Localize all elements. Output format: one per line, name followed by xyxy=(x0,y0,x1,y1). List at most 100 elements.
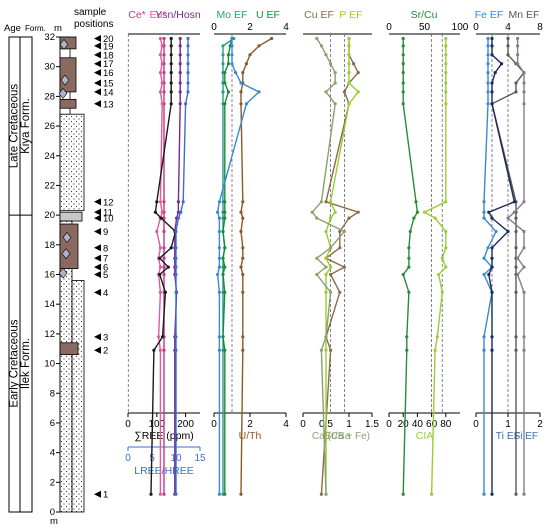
sample-label: 6 xyxy=(103,263,108,274)
height-tick-label: 10 xyxy=(44,359,55,370)
height-tick-label: 8 xyxy=(50,388,55,399)
sample-arrow xyxy=(94,227,101,235)
legend-entry: Cu EF xyxy=(304,9,334,21)
data-point xyxy=(486,102,490,106)
data-point xyxy=(223,210,227,214)
data-point xyxy=(223,348,227,352)
data-point xyxy=(516,62,520,66)
data-point xyxy=(270,36,274,41)
data-point xyxy=(414,200,418,204)
data-point xyxy=(169,90,173,94)
data-point xyxy=(444,265,448,269)
data-point xyxy=(244,102,248,106)
data-point xyxy=(315,216,319,220)
data-point xyxy=(422,210,427,214)
data-point xyxy=(174,290,178,294)
data-point xyxy=(347,36,351,41)
top-tick-label: 0 xyxy=(386,22,392,33)
data-point xyxy=(514,335,518,339)
data-point xyxy=(221,90,225,94)
data-point xyxy=(223,265,227,269)
data-point xyxy=(230,53,234,57)
data-point xyxy=(152,348,156,352)
data-point xyxy=(239,492,243,496)
sample-arrow xyxy=(94,51,101,59)
sample-label: 14 xyxy=(103,87,114,98)
sample-arrow xyxy=(94,214,101,222)
sample-label: 10 xyxy=(103,214,114,225)
sample-arrow xyxy=(94,208,101,216)
nodule-symbol xyxy=(59,38,69,50)
data-point xyxy=(490,81,494,85)
data-point xyxy=(153,210,157,214)
top-tick-label: 0 xyxy=(211,22,217,33)
data-point xyxy=(158,256,162,260)
data-point xyxy=(158,246,162,250)
formation-column xyxy=(19,36,33,513)
data-point xyxy=(490,36,494,41)
data-point xyxy=(248,53,252,57)
data-point xyxy=(162,492,166,496)
data-point xyxy=(522,90,526,94)
height-tick-label: 26 xyxy=(44,121,55,132)
data-point xyxy=(444,71,448,75)
claystone-bed xyxy=(59,57,77,93)
bottom-tick-label: 1 xyxy=(346,419,352,430)
data-point xyxy=(356,210,360,214)
data-point xyxy=(415,210,419,214)
secondary-bottom-tick-label: 0 xyxy=(125,453,131,464)
data-point xyxy=(482,335,486,339)
data-point xyxy=(407,290,411,294)
nodule-symbol xyxy=(58,87,68,99)
nodule-symbol xyxy=(62,231,72,243)
height-tick-label: 18 xyxy=(44,240,55,251)
column-header: Age Form. m sample positions m xyxy=(4,7,113,527)
sample-label: 2 xyxy=(103,346,108,357)
data-point xyxy=(176,210,180,214)
data-point xyxy=(490,348,494,352)
data-point xyxy=(158,90,162,94)
data-point xyxy=(217,216,221,220)
data-point xyxy=(514,348,518,352)
data-point xyxy=(506,229,510,234)
series-line xyxy=(222,38,233,495)
data-point xyxy=(158,200,162,204)
data-point xyxy=(223,102,227,106)
data-point xyxy=(412,216,416,220)
data-point xyxy=(241,348,245,352)
data-point xyxy=(514,90,518,94)
data-point xyxy=(490,335,494,339)
data-point xyxy=(487,272,491,277)
bottom-tick-label: 100 xyxy=(148,419,165,430)
data-point xyxy=(329,290,333,294)
sample-label: 5 xyxy=(103,270,108,281)
data-point xyxy=(333,210,337,214)
sample-arrow xyxy=(94,346,101,354)
data-point xyxy=(356,90,360,94)
sample-arrow xyxy=(94,244,101,252)
bottom-axis-label: Si EF xyxy=(514,431,538,442)
data-point xyxy=(155,200,159,204)
data-point xyxy=(217,335,221,339)
data-point xyxy=(490,90,494,94)
data-point xyxy=(158,272,162,277)
bottom-tick-label: 1 xyxy=(505,419,511,430)
data-point xyxy=(512,200,517,204)
sample-label: 8 xyxy=(103,243,108,254)
data-point xyxy=(486,246,490,250)
sample-arrow xyxy=(94,34,101,42)
data-point xyxy=(178,90,182,94)
meter-header: m xyxy=(54,23,62,34)
sample-label: 16 xyxy=(103,68,114,79)
data-point xyxy=(482,200,486,204)
data-point xyxy=(176,216,180,220)
data-point xyxy=(178,71,182,75)
top-tick-label: 100 xyxy=(452,22,469,33)
data-point xyxy=(514,216,518,220)
data-point xyxy=(356,71,360,75)
data-point xyxy=(221,44,225,48)
data-point xyxy=(338,229,342,234)
nodule-symbol xyxy=(61,248,71,260)
data-point xyxy=(514,246,518,250)
bottom-tick-label: 20 xyxy=(398,419,410,430)
